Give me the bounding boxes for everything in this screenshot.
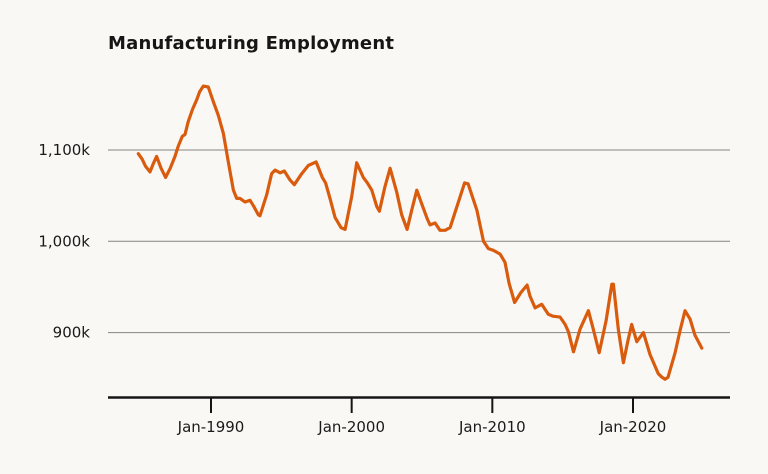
chart-title: Manufacturing Employment (108, 33, 395, 54)
y-tick-label: 1,000k (38, 232, 90, 250)
x-tick-label: Jan-1990 (177, 418, 245, 436)
x-tick-label: Jan-2020 (599, 418, 667, 436)
employment-line-series (136, 84, 704, 381)
y-tick-label: 900k (53, 324, 91, 342)
y-tick-label: 1,100k (38, 141, 90, 159)
x-tick-label: Jan-2010 (458, 418, 526, 436)
x-tick-label: Jan-2000 (317, 418, 385, 436)
